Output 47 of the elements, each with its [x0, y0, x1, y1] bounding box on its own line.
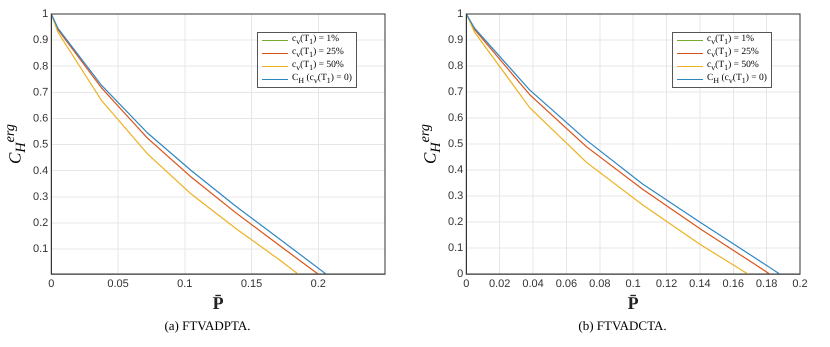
x-tick-label: 0.14 [689, 278, 711, 290]
y-tick-label: 0.8 [448, 60, 464, 72]
x-tick-label: 0.12 [656, 278, 678, 290]
x-tick-label: 0.05 [107, 278, 129, 290]
y-tick-label: 0.4 [448, 164, 464, 176]
legend-label: c$_{v}$(T$_{1}$) = 1% [292, 34, 340, 47]
y-tick-label: 0.5 [448, 138, 464, 150]
legend-label: C$_{H}$ (c$_{v}$(T$_{1}$) = 0) [292, 72, 352, 86]
y-tick-label: 0.3 [32, 190, 48, 203]
y-tick-label: 0.7 [32, 86, 48, 98]
y-tick-label: 0.1 [448, 242, 464, 254]
y-tick-label: 0.8 [32, 60, 48, 72]
y-tick-label: 0.6 [32, 112, 48, 125]
text: (b) FTVADCTA. [577, 318, 668, 334]
y-tick-label: 0.9 [32, 34, 48, 46]
x-tick-label: 0.08 [589, 278, 610, 290]
y-tick-label: 0.9 [448, 34, 464, 46]
x-tick-label: 0.16 [722, 278, 744, 290]
legend-label: c$_{v}$(T$_{1}$) = 1% [707, 34, 754, 47]
y-tick-label: 0.6 [448, 112, 464, 124]
legend-label: C$_{H}$ (c$_{v}$(T$_{1}$) = 0) [707, 72, 767, 86]
x-axis-title: P̄ [212, 292, 224, 313]
legend-label: c$_{v}$(T$_{1}$) = 50% [707, 60, 759, 73]
x-tick-label: 0.1 [625, 278, 641, 290]
legend-label: c$_{v}$(T$_{1}$) = 25% [292, 46, 344, 60]
x-tick-label: 0.15 [240, 278, 262, 290]
x-tick-label: 0.1 [177, 278, 192, 290]
y-tick-label: 1 [457, 8, 464, 20]
y-tick-label: 0.1 [32, 243, 48, 256]
y-tick-label: 0.7 [448, 86, 464, 98]
legend-label: c$_{v}$(T$_{1}$) = 25% [707, 46, 759, 60]
y-tick-label: 0.4 [32, 164, 48, 177]
x-tick-label: 0.2 [310, 278, 326, 290]
y-tick-label: 1 [42, 8, 48, 20]
y-tick-label: 0.3 [448, 190, 464, 202]
y-tick-label: 0 [457, 268, 464, 280]
x-tick-label: 0.06 [556, 278, 578, 290]
y-tick-label: 0.2 [32, 217, 48, 230]
x-tick-label: 0.02 [488, 278, 510, 290]
x-tick-label: 0.2 [792, 278, 808, 290]
x-tick-label: 0.18 [756, 278, 778, 290]
legend-label: c$_{v}$(T$_{1}$) = 50% [292, 60, 344, 73]
text: (a) FTVADPTA. [163, 318, 252, 334]
x-axis-title: P̄ [628, 292, 639, 313]
y-tick-label: 0.5 [32, 138, 48, 151]
x-tick-label: 0.04 [522, 278, 544, 290]
y-tick-label: 0.2 [448, 216, 464, 228]
